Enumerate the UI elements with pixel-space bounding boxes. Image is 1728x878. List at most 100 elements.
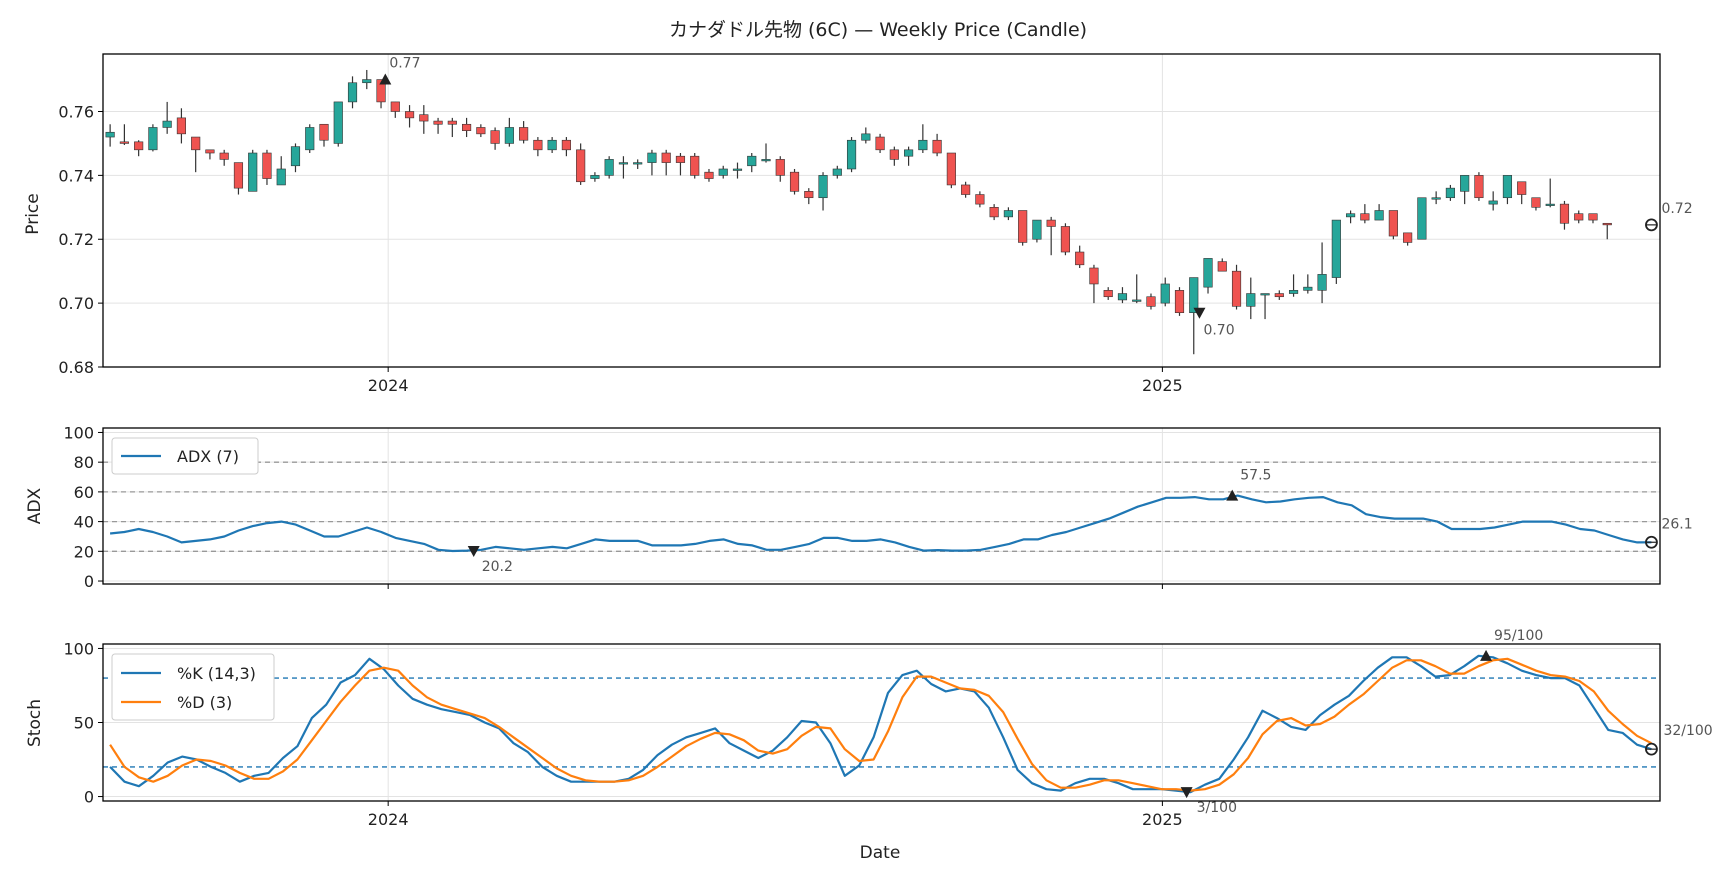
candle-body [1117,293,1128,301]
candle-body [818,175,828,199]
candle-body [1602,222,1612,226]
candle-body [704,171,714,179]
stoch-annotation-label: 3/100 [1197,800,1237,816]
candle-body [1331,219,1341,278]
candle-body [233,162,244,189]
stoch-ylabel: Stoch [25,699,45,747]
candle-body [476,127,486,135]
candle-body [390,101,400,112]
adx-annotation-marker [1226,489,1239,501]
candle-body [533,139,543,151]
candle-body [1260,293,1270,296]
candle-body [861,133,871,141]
stoch-annotation-marker [1180,787,1193,799]
adx-series-line [109,494,1652,553]
candle-body [1103,290,1113,298]
price-xtick-label: 2024 [368,376,409,395]
candle-body [1431,197,1441,200]
candle-body [262,152,272,179]
candle-body [504,127,514,144]
adx-axes-frame [102,427,1661,585]
price-annotation-label: 0.77 [389,56,420,72]
price-xtick-label: 2025 [1142,376,1183,395]
stoch-annotation-label: 32/100 [1663,723,1712,739]
candle-body [889,149,899,160]
candle-body [1417,197,1427,240]
chart-title: カナダドル先物 (6C) — Weekly Price (Candle) [669,19,1087,41]
stoch-annotation-label: 95/100 [1494,628,1543,644]
candle-body [119,141,129,144]
candle-body [1231,270,1242,307]
candle-body [1060,226,1071,253]
adx-ylabel: ADX [25,487,45,524]
adx-panel: 57.5 20.2 26.1 0 20 40 60 80 100 ADX ADX (7) [25,423,1693,591]
candle-body [1574,213,1584,221]
adx-ytick-label: 80 [74,453,94,472]
candle-body [1317,274,1327,291]
candle-body [747,155,757,167]
candle-body [1531,197,1541,208]
candle-body [932,139,942,154]
candle-body [105,131,115,138]
candle-body [576,149,586,183]
candle-body [761,159,771,162]
stoch-d-line [109,657,1652,792]
stoch-legend: %K (14,3) %D (3) [111,653,275,721]
stoch-ytick-label: 50 [74,714,94,733]
candle-body [1246,293,1256,307]
candle-body [690,155,700,176]
stoch-legend-label-d: %D (3) [177,693,232,712]
stoch-annotation-marker [1645,742,1658,756]
price-ytick-label: 0.72 [58,230,94,249]
adx-ytick-label: 40 [74,513,94,532]
candle-body [989,207,999,218]
candle-body [1174,290,1185,314]
candle-body [604,159,614,176]
candle-body [789,171,800,192]
price-ytick-label: 0.76 [58,102,94,121]
candle-body [732,168,743,171]
adx-ytick-label: 60 [74,483,94,502]
candle-body [1488,200,1498,205]
candle-body [362,79,372,84]
candle-body [1018,210,1028,243]
candle-body [961,184,971,195]
candle-body [1346,213,1356,218]
candle-body [1132,299,1142,302]
candle-body [1460,175,1470,192]
candle-body [134,141,144,151]
candle-body [846,139,857,170]
adx-legend-box [111,437,259,475]
candle-body [1388,210,1398,237]
candle-body [1160,283,1170,304]
candle-body [433,120,443,125]
candle-body [1545,203,1555,206]
candle-body [647,152,657,163]
stoch-xtick-label: 2024 [368,810,409,829]
candle-body [1303,286,1313,291]
adx-annotation-marker [467,546,480,558]
stoch-ytick-label: 100 [63,639,94,658]
candle-body [162,120,172,128]
candle-body [633,162,643,165]
candle-body [248,152,258,192]
candle-body [404,111,415,119]
price-annotation-marker [1645,218,1658,232]
candle-body [875,136,885,151]
candle-body [347,82,358,103]
stoch-legend-label-k: %K (14,3) [177,664,256,683]
price-annotation-label: 0.70 [1203,323,1234,339]
candle-body [804,191,814,199]
candle-body [276,168,286,186]
candle-body [1374,210,1384,221]
candle-body [333,101,343,144]
stoch-xtick-label: 2025 [1142,810,1183,829]
adx-annotation-label: 57.5 [1240,468,1271,484]
candle-body [618,162,629,165]
candle-body [1445,187,1455,199]
candle-body [462,123,472,131]
candle-body [918,139,928,151]
candle-body [290,146,301,167]
